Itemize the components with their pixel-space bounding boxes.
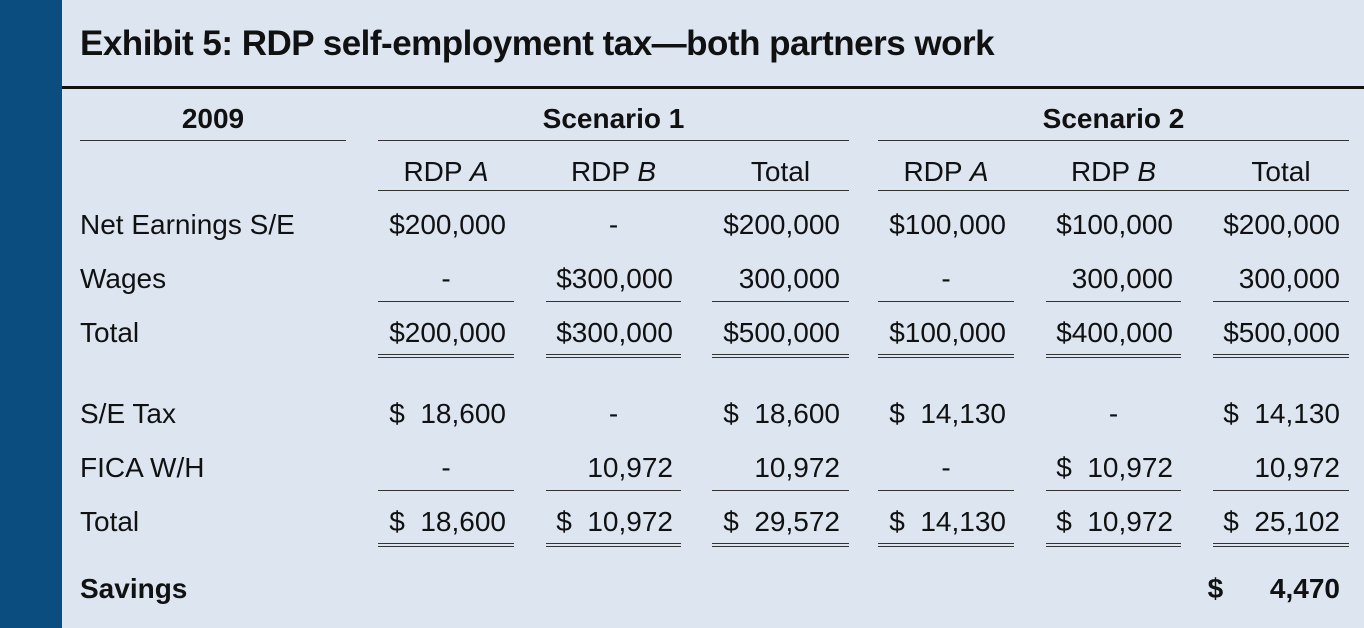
double-underline <box>712 354 849 358</box>
column-header-prefix: RDP <box>1070 156 1138 187</box>
table-cell: - <box>608 209 619 240</box>
table-cell: $ 10,972 <box>556 506 673 537</box>
table-cell: $500,000 <box>723 317 840 348</box>
table-cell: $ 18,600 <box>723 398 840 429</box>
table-cell: $200,000 <box>389 317 506 348</box>
table-cell: - <box>441 452 451 483</box>
column-header-prefix: RDP <box>403 156 470 187</box>
double-underline <box>378 543 514 547</box>
double-underline <box>1046 354 1181 358</box>
scenario-header-rule <box>878 140 1349 141</box>
column-header: RDP A <box>378 155 514 189</box>
table-cell: $ 18,600 <box>389 398 506 429</box>
table-cell: $200,000 <box>389 209 506 240</box>
single-underline <box>878 301 1014 302</box>
column-header: Total <box>712 155 849 189</box>
row-label: Total <box>80 317 140 348</box>
table-cell: $200,000 <box>723 209 840 240</box>
table-cell: 10,972 <box>1254 452 1340 483</box>
row-label: Wages <box>80 263 167 294</box>
single-underline <box>878 490 1014 491</box>
single-underline <box>712 301 849 302</box>
column-header: RDP B <box>1046 155 1181 189</box>
table-cell: $300,000 <box>556 263 673 294</box>
column-header: RDP A <box>878 155 1014 189</box>
table-cell: $ 10,972 <box>1056 506 1173 537</box>
column-header-rule <box>378 190 849 191</box>
table-cell: $ 29,572 <box>723 506 840 537</box>
table-cell: - <box>608 398 619 429</box>
table-cell: 300,000 <box>738 263 840 294</box>
double-underline <box>546 354 681 358</box>
double-underline <box>546 543 681 547</box>
year-header: 2009 <box>181 103 245 134</box>
double-underline <box>878 543 1014 547</box>
table-cell: 300,000 <box>1238 263 1340 294</box>
table-cell: $100,000 <box>889 317 1006 348</box>
side-accent-bar <box>0 0 62 628</box>
single-underline <box>1213 490 1349 491</box>
double-underline <box>878 354 1014 358</box>
table-cell: 10,972 <box>754 452 840 483</box>
single-underline <box>546 490 681 491</box>
table-cell: - <box>1108 398 1119 429</box>
column-header-prefix: Total <box>750 156 811 187</box>
table-cell: $ 25,102 <box>1223 506 1340 537</box>
table-cell: $200,000 <box>1223 209 1340 240</box>
table-cell: $100,000 <box>889 209 1006 240</box>
row-label: Total <box>80 506 140 537</box>
row-label: Net Earnings S/E <box>80 209 295 240</box>
single-underline <box>1213 301 1349 302</box>
table-cell: $100,000 <box>1056 209 1173 240</box>
title-rule <box>62 86 1364 89</box>
column-header-prefix: Total <box>1251 156 1311 187</box>
single-underline <box>1046 490 1181 491</box>
single-underline <box>712 490 849 491</box>
table-cell: $ 18,600 <box>389 506 506 537</box>
scenario-header-rule <box>378 140 849 141</box>
single-underline <box>1046 301 1181 302</box>
column-header: Total <box>1213 155 1349 189</box>
scenario-header: Scenario 2 <box>1042 103 1185 134</box>
column-header-suffix: B <box>1137 156 1157 187</box>
column-header-suffix: A <box>469 156 489 187</box>
savings-label: Savings <box>80 573 188 604</box>
table-cell: $ 14,130 <box>1223 398 1340 429</box>
single-underline <box>378 490 514 491</box>
column-header-prefix: RDP <box>570 156 638 187</box>
table-cell: $ 14,130 <box>889 506 1006 537</box>
column-header-suffix: A <box>969 156 989 187</box>
scenario-header: Scenario 1 <box>542 103 685 134</box>
table-cell: $ 14,130 <box>889 398 1006 429</box>
table-cell: $400,000 <box>1056 317 1173 348</box>
single-underline <box>546 301 681 302</box>
table-cell: $300,000 <box>556 317 673 348</box>
table-cell: $ 10,972 <box>1056 452 1173 483</box>
table-cell: - <box>941 452 951 483</box>
double-underline <box>1213 354 1349 358</box>
table-cell: - <box>441 263 451 294</box>
column-header-rule <box>878 190 1349 191</box>
year-header-rule <box>80 140 346 141</box>
savings-value: $ 4,470 <box>1207 573 1340 604</box>
single-underline <box>378 301 514 302</box>
row-label: FICA W/H <box>80 452 205 483</box>
table-cell: $500,000 <box>1223 317 1340 348</box>
double-underline <box>1046 543 1181 547</box>
table-cell: 300,000 <box>1071 263 1173 294</box>
column-header-suffix: B <box>637 156 657 187</box>
double-underline <box>1213 543 1349 547</box>
double-underline <box>712 543 849 547</box>
exhibit-title: Exhibit 5: RDP self-employment tax—both … <box>80 24 995 63</box>
table-cell: - <box>941 263 951 294</box>
double-underline <box>378 354 514 358</box>
column-header-prefix: RDP <box>903 156 970 187</box>
column-header: RDP B <box>546 155 681 189</box>
row-label: S/E Tax <box>80 398 176 429</box>
table-cell: 10,972 <box>587 452 673 483</box>
